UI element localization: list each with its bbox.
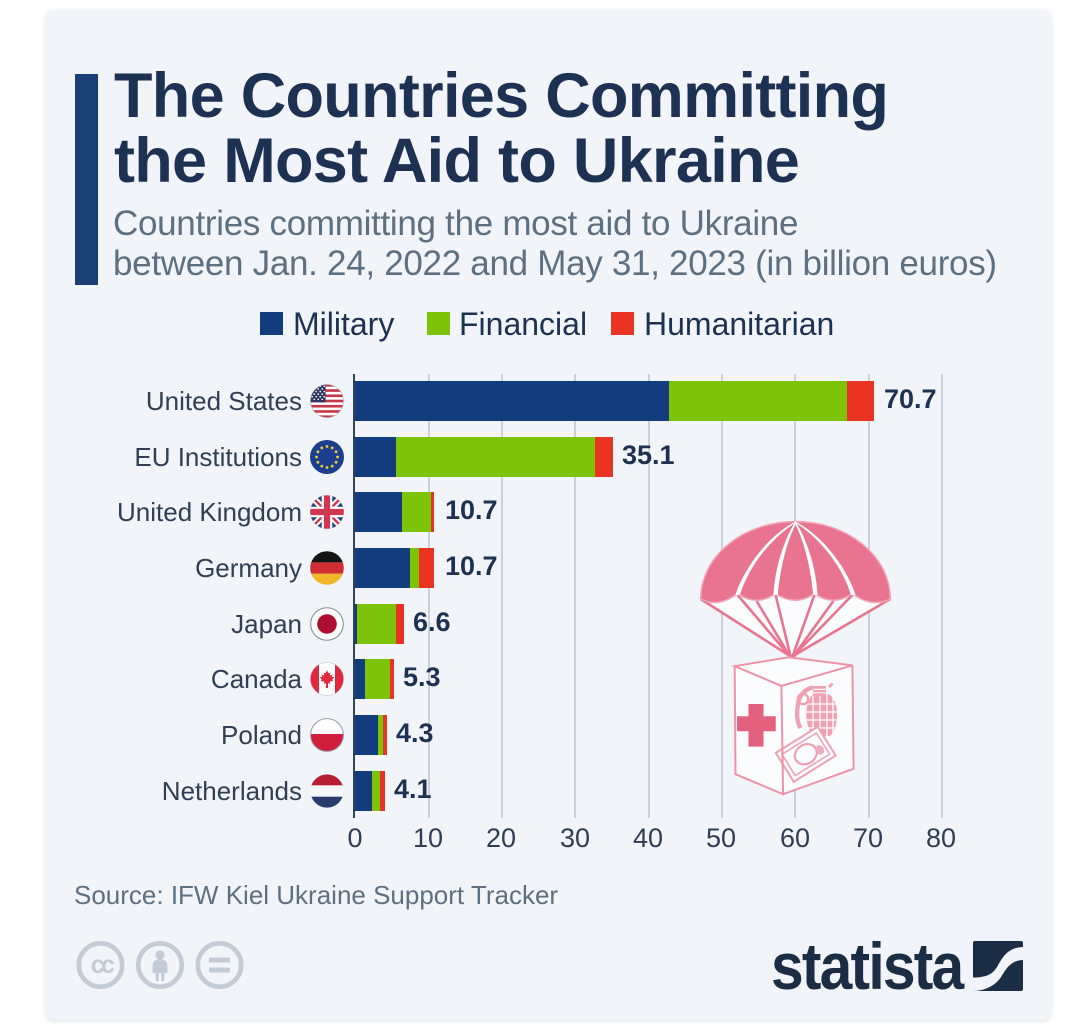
svg-text:cc: cc — [91, 951, 115, 979]
